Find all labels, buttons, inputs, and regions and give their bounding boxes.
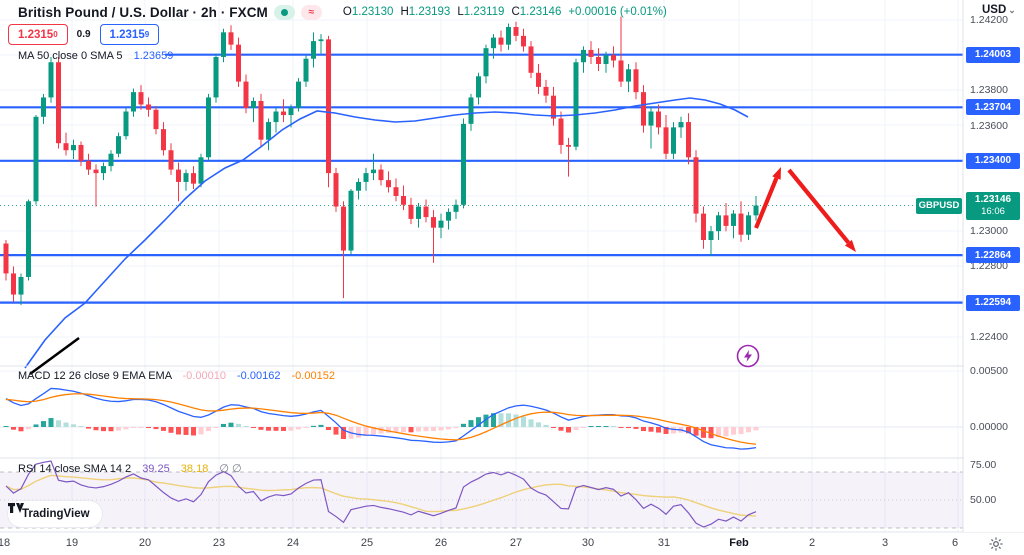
grid-lines bbox=[0, 0, 963, 532]
rsi-legend-name: RSI 14 close SMA 14 2 bbox=[18, 463, 132, 475]
lightning-mode-icon[interactable] bbox=[736, 344, 760, 368]
rsi-empty-values: ∅ ∅ bbox=[219, 463, 242, 475]
time-tick: Feb bbox=[729, 537, 749, 549]
time-axis[interactable]: 18 19 20 23 24 25 26 27 30 31 Feb 2 3 6 bbox=[0, 533, 1024, 555]
time-tick: 31 bbox=[657, 537, 671, 549]
price-level-label[interactable]: 1.23704 bbox=[966, 99, 1020, 116]
ohlc-readout: O1.23130 H1.23193 L1.23119 C1.23146 bbox=[342, 6, 562, 18]
time-tick: 26 bbox=[434, 537, 448, 549]
black-trendline[interactable] bbox=[29, 336, 80, 376]
change-value: +0.00016 (+0.01%) bbox=[568, 6, 667, 18]
rsi-ma-value: 38.18 bbox=[180, 463, 209, 475]
currency-label: USD bbox=[982, 4, 1007, 16]
price-axis[interactable]: 1.242001.238001.236001.232001.230001.228… bbox=[964, 0, 1024, 532]
price-level-label[interactable]: 1.22594 bbox=[966, 294, 1020, 311]
time-tick: 25 bbox=[360, 537, 374, 549]
tradingview-mark-icon bbox=[8, 503, 24, 513]
data-waves-icon[interactable]: ≈ bbox=[300, 4, 322, 20]
rsi-band bbox=[0, 471, 963, 529]
red-arrow-up[interactable] bbox=[754, 167, 781, 229]
macd-legend-name: MACD 12 26 close 9 EMA EMA bbox=[18, 370, 172, 382]
symbol-title[interactable]: British Pound / U.S. Dollar · 2h · FXCM bbox=[18, 4, 268, 20]
sell-button[interactable]: 1.2315 0 bbox=[8, 24, 68, 45]
rsi-sma-line bbox=[5, 474, 757, 517]
trade-panel: 1.2315 0 0.9 1.2315 9 bbox=[8, 24, 160, 45]
green-dot-icon bbox=[280, 8, 288, 16]
price-tick: 1.23000 bbox=[970, 225, 1008, 238]
price-tick: 1.23800 bbox=[970, 84, 1008, 97]
low-value: 1.23119 bbox=[463, 6, 505, 18]
high-value: 1.23193 bbox=[408, 6, 451, 18]
price-tick: 0.00000 bbox=[970, 421, 1008, 433]
macd-signal-line bbox=[5, 393, 757, 445]
price-tick: 1.22400 bbox=[970, 330, 1008, 343]
red-arrow-down[interactable] bbox=[787, 168, 856, 252]
time-tick: 3 bbox=[881, 537, 889, 549]
time-tick: 2 bbox=[808, 537, 816, 549]
buy-price: 1.2315 bbox=[109, 28, 145, 41]
macd-histogram bbox=[3, 413, 759, 440]
time-tick: 19 bbox=[65, 537, 79, 549]
macd-line bbox=[5, 387, 757, 450]
price-level-label[interactable]: 1.23400 bbox=[966, 152, 1020, 169]
buy-button[interactable]: 1.2315 9 bbox=[99, 24, 160, 45]
price-tick: 1.23600 bbox=[970, 119, 1008, 132]
time-tick: 27 bbox=[509, 537, 523, 549]
spread-value: 0.9 bbox=[76, 29, 91, 40]
price-tick: 75.00 bbox=[970, 459, 997, 471]
ma50-line[interactable] bbox=[24, 97, 749, 369]
price-tick: 1.22800 bbox=[970, 260, 1008, 273]
time-tick: 18 bbox=[0, 537, 11, 549]
chart-header: British Pound / U.S. Dollar · 2h · FXCM … bbox=[18, 3, 667, 21]
time-tick: 24 bbox=[286, 537, 300, 549]
last-price-value: 1.23146 bbox=[974, 193, 1012, 205]
ma-legend-value: 1.23659 bbox=[133, 50, 174, 62]
time-tick: 23 bbox=[212, 537, 226, 549]
tradingview-label: TradingView bbox=[22, 508, 90, 520]
price-tick: 50.00 bbox=[970, 494, 997, 506]
candlesticks[interactable] bbox=[3, 16, 759, 306]
rsi-line bbox=[5, 460, 757, 528]
macd-hist-value: -0.00010 bbox=[182, 370, 226, 382]
price-tick: 1.24200 bbox=[970, 14, 1008, 26]
symbol-price-tag: GBPUSD bbox=[916, 197, 962, 214]
price-level-label[interactable]: 1.24003 bbox=[966, 46, 1020, 63]
rsi-legend[interactable]: RSI 14 close SMA 14 2 39.25 38.18 ∅ ∅ bbox=[18, 462, 242, 475]
time-tick: 20 bbox=[138, 537, 152, 549]
ma-legend[interactable]: MA 50 close 0 SMA 5 1.23659 bbox=[18, 50, 173, 62]
currency-selector[interactable]: USD ⌄ bbox=[982, 4, 1016, 16]
countdown-timer: 16:06 bbox=[981, 205, 1005, 217]
sell-price: 1.2315 bbox=[18, 28, 54, 41]
ma-legend-name: MA 50 close 0 SMA 5 bbox=[18, 50, 123, 62]
pane-separators bbox=[0, 0, 1024, 533]
close-value: 1.23146 bbox=[519, 6, 562, 18]
price-level-label[interactable]: 1.22864 bbox=[966, 247, 1020, 264]
time-tick: 6 bbox=[951, 537, 959, 549]
price-tick: 0.00500 bbox=[970, 365, 1008, 377]
price-level-lines[interactable] bbox=[0, 53, 963, 304]
macd-line-value: -0.00162 bbox=[237, 370, 281, 382]
macd-legend[interactable]: MACD 12 26 close 9 EMA EMA -0.00010 -0.0… bbox=[18, 370, 335, 382]
open-value: 1.23130 bbox=[351, 6, 394, 18]
last-price-label[interactable]: 1.23146 16:06 bbox=[966, 191, 1020, 220]
time-tick: 30 bbox=[581, 537, 595, 549]
settings-gear-icon[interactable] bbox=[988, 536, 1006, 554]
market-open-dot-icon[interactable] bbox=[273, 4, 295, 20]
chevron-down-icon: ⌄ bbox=[1008, 5, 1016, 15]
rsi-value: 39.25 bbox=[142, 463, 170, 475]
macd-signal-value: -0.00152 bbox=[291, 370, 335, 382]
tradingview-logo[interactable]: TradingView bbox=[8, 501, 102, 527]
